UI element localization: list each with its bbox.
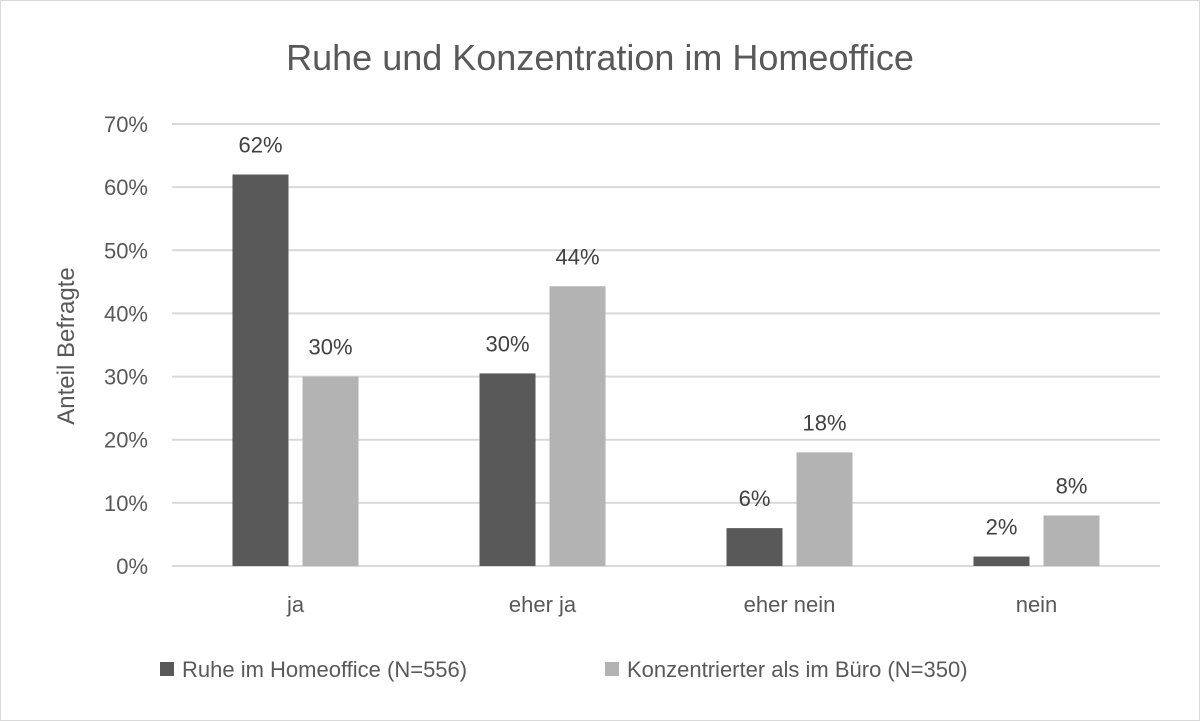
- bar-ruhe-3: [973, 556, 1030, 566]
- bar-ruhe-2: [726, 528, 783, 566]
- y-tick-label: 70%: [104, 112, 148, 137]
- x-axis-categories: ja eher ja eher nein nein: [286, 592, 1057, 617]
- data-label: 6%: [739, 486, 771, 511]
- bars: [232, 174, 1100, 566]
- legend-swatch: [160, 662, 174, 676]
- bar-ruhe-0: [232, 174, 289, 566]
- legend-label: Konzentrierter als im Büro (N=350): [627, 657, 968, 682]
- x-category-label: nein: [1016, 592, 1058, 617]
- data-label: 2%: [986, 515, 1018, 540]
- data-label: 30%: [485, 331, 529, 356]
- bar-konzentriert-2: [796, 452, 853, 566]
- data-labels: 62% 30% 30% 44% 6% 18% 2% 8%: [238, 133, 1087, 540]
- bar-konzentriert-0: [302, 376, 359, 566]
- bar-konzentriert-1: [549, 286, 606, 566]
- y-tick-label: 0%: [116, 554, 148, 579]
- y-tick-label: 20%: [104, 428, 148, 453]
- bar-ruhe-1: [479, 373, 536, 566]
- data-label: 44%: [555, 244, 599, 269]
- chart-title: Ruhe und Konzentration im Homeoffice: [286, 37, 914, 78]
- y-tick-label: 40%: [104, 301, 148, 326]
- y-tick-label: 30%: [104, 365, 148, 390]
- legend: Ruhe im Homeoffice (N=556) Konzentrierter…: [160, 657, 968, 682]
- data-label: 8%: [1056, 473, 1088, 498]
- y-axis-ticks: 0% 10% 20% 30% 40% 50% 60% 70%: [104, 112, 148, 579]
- data-label: 62%: [238, 133, 282, 158]
- legend-label: Ruhe im Homeoffice (N=556): [182, 657, 467, 682]
- x-category-label: eher nein: [744, 592, 836, 617]
- x-category-label: ja: [286, 592, 305, 617]
- bar-konzentriert-3: [1043, 515, 1100, 566]
- y-tick-label: 50%: [104, 238, 148, 263]
- y-axis-label: Anteil Befragte: [53, 267, 80, 424]
- data-label: 30%: [308, 335, 352, 360]
- y-tick-label: 10%: [104, 491, 148, 516]
- legend-swatch: [605, 662, 619, 676]
- x-category-label: eher ja: [509, 592, 577, 617]
- data-label: 18%: [802, 410, 846, 435]
- y-tick-label: 60%: [104, 175, 148, 200]
